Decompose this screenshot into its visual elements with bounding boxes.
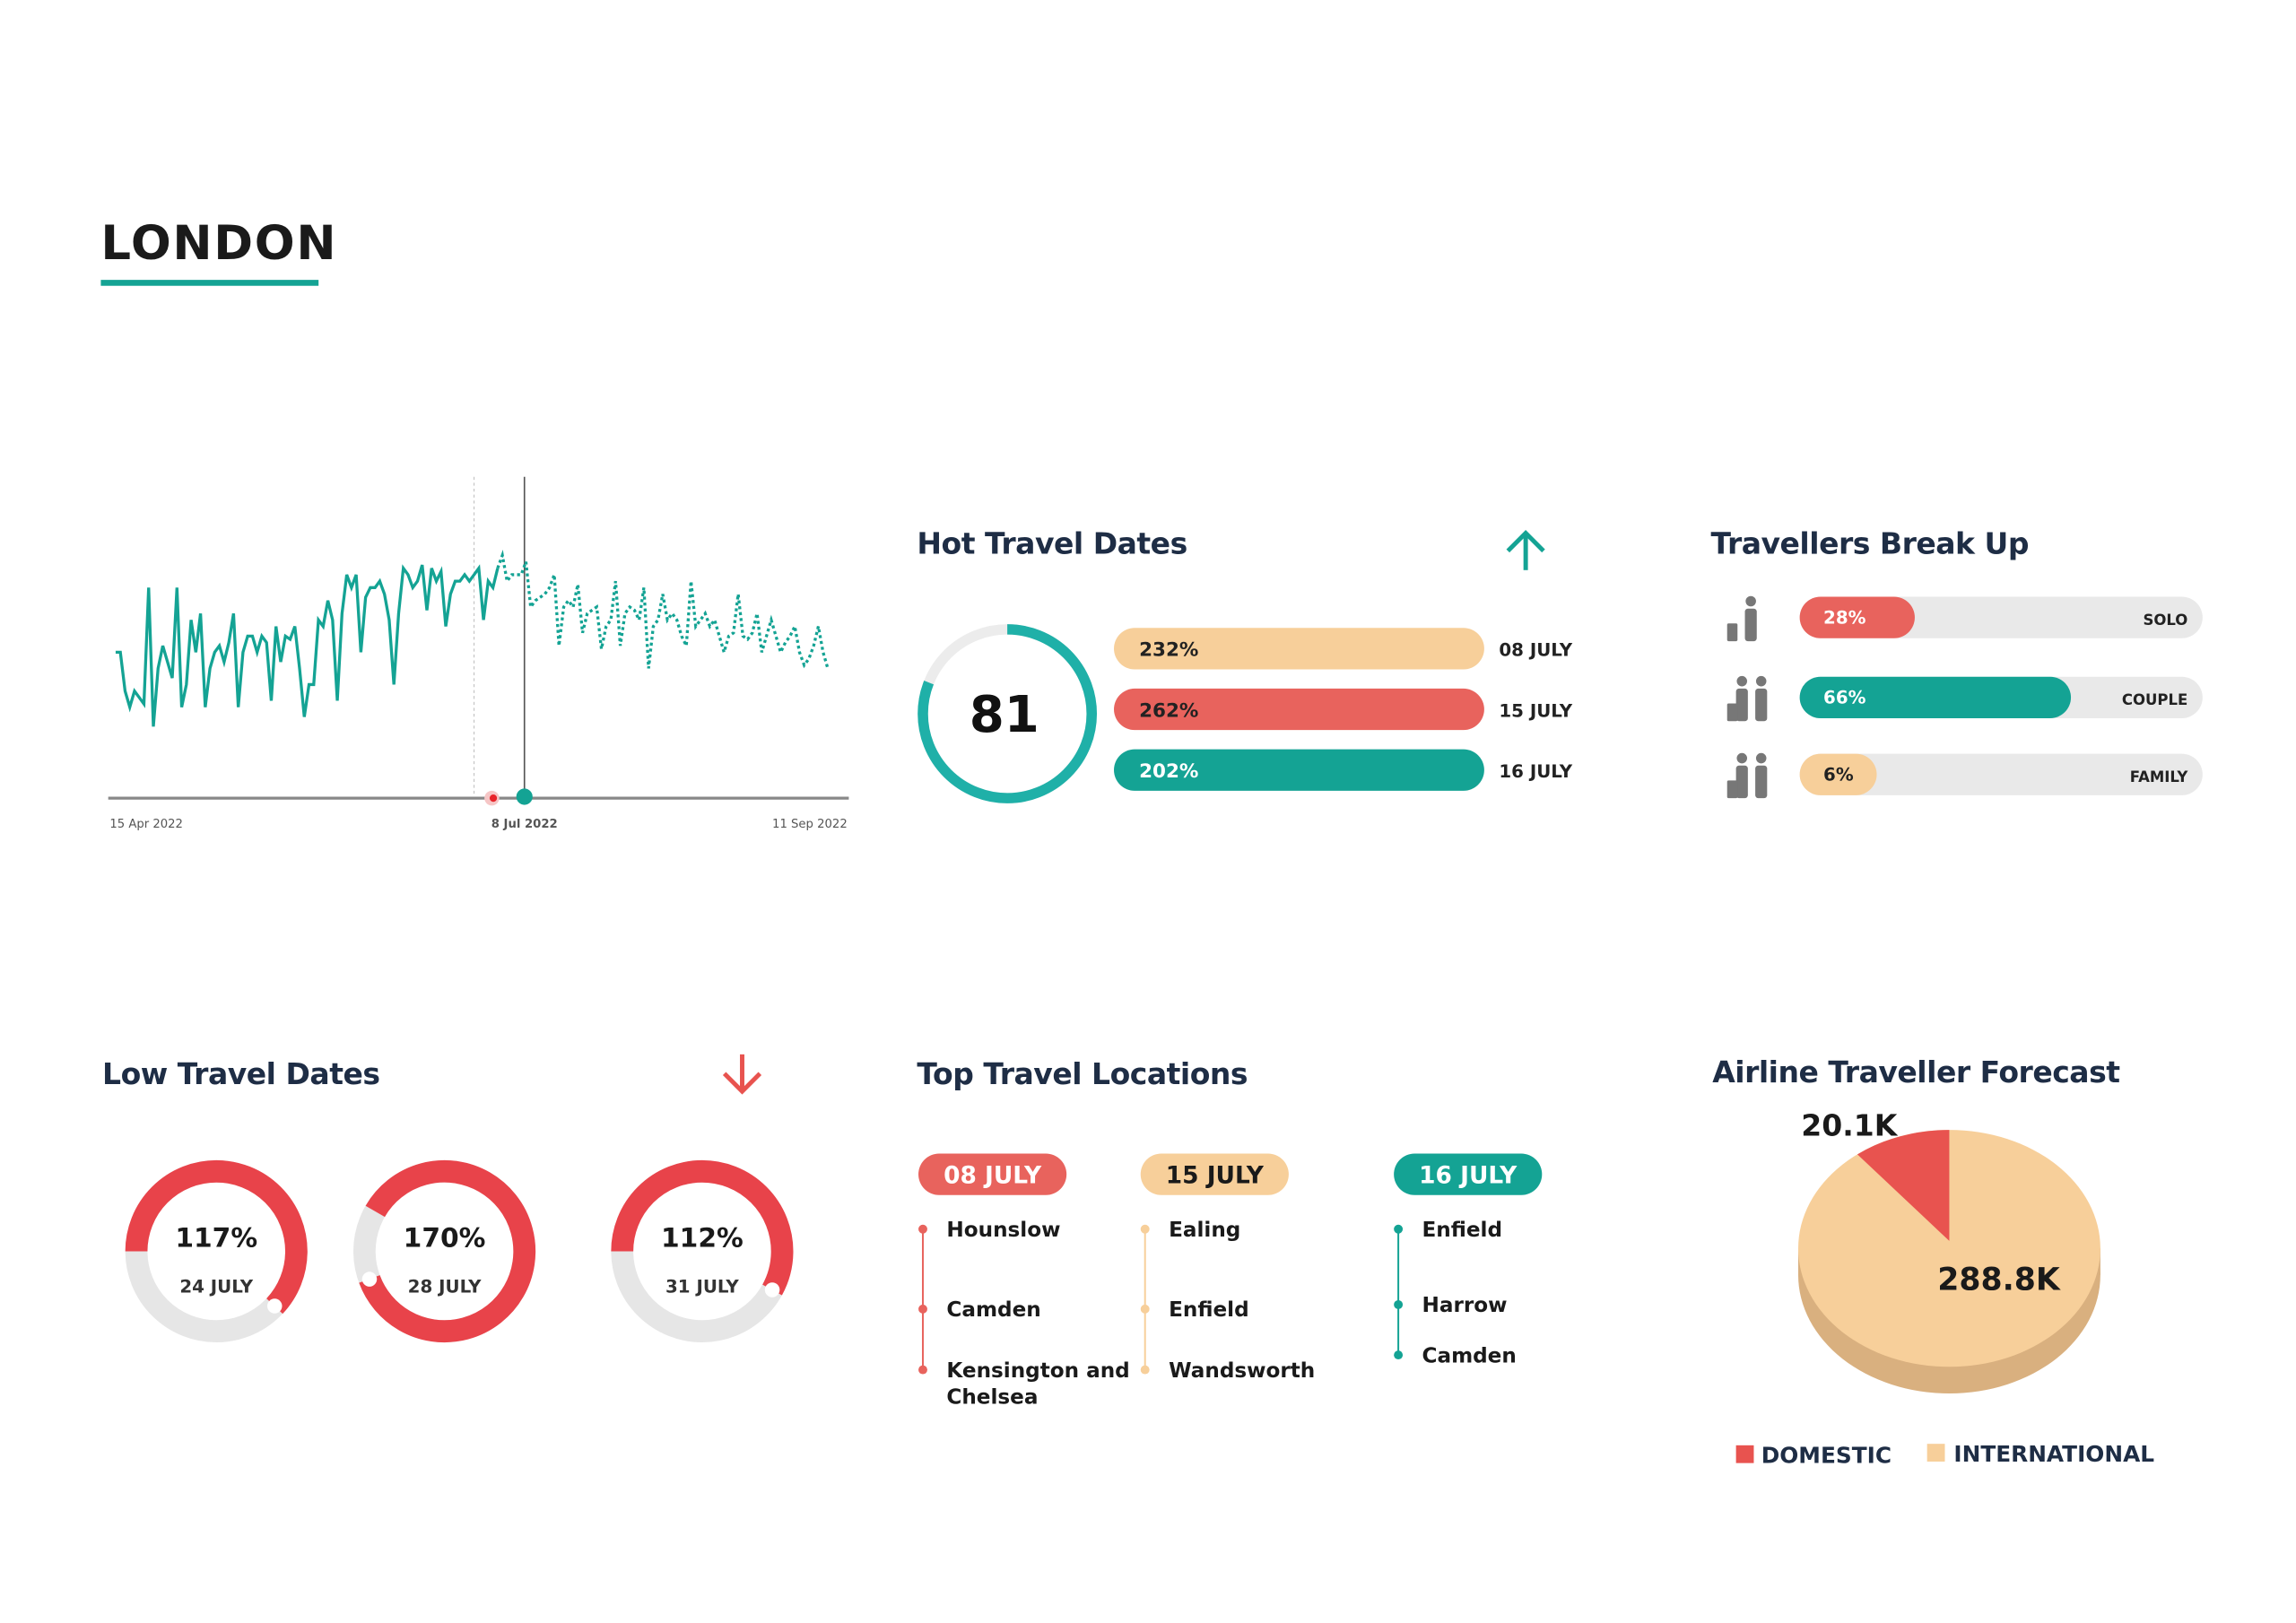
location-date-pill[interactable] [1140,1153,1289,1195]
location-name[interactable]: Chelsea [946,1386,1038,1410]
low-date-label: 31 JULY [665,1277,739,1298]
location-date-pill[interactable] [1394,1153,1543,1195]
legend-label-domestic[interactable]: DOMESTIC [1761,1443,1892,1469]
location-name[interactable]: Kensington and [946,1359,1129,1383]
forecast-marker-dot [489,794,498,803]
low-date-percent: 117% [175,1223,257,1254]
top-locations-heading: Top Travel Locations [917,1056,1248,1091]
traveller-percent: 28% [1823,607,1866,628]
low-date-ring-progress[interactable] [335,1142,554,1361]
traveller-percent: 66% [1823,687,1866,707]
arrow-up-icon [1506,530,1545,570]
forecast-pie-chart [1797,1130,2100,1394]
hot-date-label: 15 JULY [1499,700,1572,721]
ring-end-knob [361,1271,378,1287]
hot-date-percent: 202% [1139,760,1198,783]
traveller-bar-fill[interactable] [1799,676,2072,718]
location-name[interactable]: Camden [1422,1344,1517,1367]
hot-date-label: 16 JULY [1499,761,1572,782]
legend-label-international[interactable]: INTERNATIONAL [1953,1441,2154,1467]
location-dot [1394,1299,1404,1309]
location-name[interactable]: Camden [946,1298,1040,1322]
location-name[interactable]: Ealing [1169,1219,1240,1242]
couple-traveller-icon [1726,675,1768,722]
location-dot [918,1365,927,1375]
international-slice-label: 288.8K [1937,1262,2061,1298]
location-dot [1394,1224,1404,1234]
location-name[interactable]: Harrow [1422,1294,1508,1317]
traveller-percent: 6% [1823,764,1854,785]
location-name[interactable]: Wandsworth [1169,1359,1315,1383]
location-date-pill[interactable] [918,1153,1067,1195]
low-date-label: 28 JULY [408,1277,482,1298]
traveller-type-label: FAMILY [2130,768,2189,785]
low-date-percent: 112% [661,1223,744,1254]
location-name[interactable]: Enfield [1422,1219,1503,1242]
location-dot [1394,1350,1404,1360]
family-traveller-icon [1726,752,1768,799]
ring-end-knob [266,1298,283,1314]
location-dot [1140,1365,1150,1375]
forecast-heading: Airline Traveller Forecast [1712,1055,2120,1089]
low-date-ring-progress[interactable] [125,1159,308,1343]
location-dot [1140,1224,1150,1234]
actual-series-line [115,564,500,727]
trend-chart: 15 Apr 2022 8 Jul 2022 11 Sep 2022 [108,476,849,831]
domestic-slice-label: 20.1K [1801,1108,1898,1143]
x-tick-label: 8 Jul 2022 [491,818,558,831]
location-dot [918,1224,927,1234]
legend-swatch-domestic [1735,1445,1754,1463]
today-marker[interactable] [516,788,533,805]
pie-slice-domestic[interactable] [1857,1130,1950,1241]
hot-date-bar[interactable] [1114,749,1484,791]
low-date-percent: 170% [404,1223,486,1254]
location-name[interactable]: Hounslow [946,1219,1060,1242]
traveller-bar-track [1799,753,2203,795]
location-dot [918,1304,927,1314]
low-date-ring-progress[interactable] [611,1159,794,1343]
title-underline [100,280,319,286]
location-dot [1140,1304,1150,1314]
pie-slice-international[interactable] [1797,1130,2100,1367]
location-date-label: 16 JULY [1419,1162,1518,1190]
hot-travel-heading: Hot Travel Dates [917,526,1187,561]
solo-traveller-icon [1726,595,1757,642]
hot-date-bar[interactable] [1114,628,1484,670]
traveller-bar-fill[interactable] [1799,753,1877,795]
ring-end-knob [764,1282,780,1298]
x-tick-label: 11 Sep 2022 [772,818,848,831]
legend-swatch-international [1926,1444,1945,1462]
arrow-down-icon [722,1054,762,1095]
score-ring-progress [918,624,1098,803]
hot-date-label: 08 JULY [1499,640,1572,661]
location-date-label: 08 JULY [944,1162,1042,1190]
traveller-type-label: SOLO [2143,612,2187,629]
travellers-heading: Travellers Break Up [1711,526,2029,561]
low-date-label: 24 JULY [179,1277,253,1298]
hot-date-percent: 262% [1139,699,1198,722]
hot-date-bar[interactable] [1114,688,1484,731]
x-tick-label: 15 Apr 2022 [109,818,183,831]
hot-date-percent: 232% [1139,639,1198,662]
forecast-series-line [496,550,830,669]
location-name[interactable]: Enfield [1169,1298,1249,1322]
page-title: LONDON [100,216,337,271]
low-travel-heading: Low Travel Dates [102,1056,379,1091]
location-date-label: 15 JULY [1166,1162,1265,1190]
traveller-bar-fill[interactable] [1799,596,1915,638]
score-value: 81 [970,686,1039,744]
traveller-type-label: COUPLE [2122,691,2187,708]
